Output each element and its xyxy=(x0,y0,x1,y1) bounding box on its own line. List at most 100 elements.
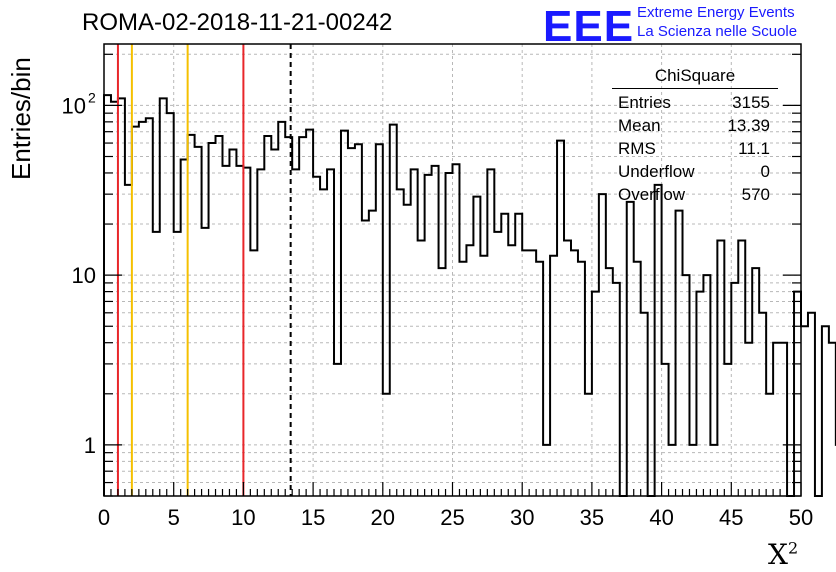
logo-subtitle-2: La Scienza nelle Scuole xyxy=(637,23,798,40)
y-tick-label: 10 xyxy=(62,93,86,118)
histogram-bin xyxy=(766,394,773,496)
histogram-bin xyxy=(683,275,690,496)
histogram-bin xyxy=(125,185,132,496)
histogram-bin xyxy=(257,169,264,496)
stats-row: Mean 13.39 xyxy=(612,114,778,137)
x-axis-superscript: 2 xyxy=(787,538,799,558)
x-axis-symbol: X xyxy=(768,538,788,571)
histogram-bin xyxy=(334,364,341,496)
stats-value: 3155 xyxy=(732,93,770,112)
histogram-bin xyxy=(459,262,466,496)
x-tick-label: 20 xyxy=(371,505,395,530)
x-tick-label: 40 xyxy=(649,505,673,530)
histogram-bin xyxy=(425,175,432,496)
histogram-bin xyxy=(181,160,188,496)
stats-row: RMS 11.1 xyxy=(612,137,778,160)
histogram-bin xyxy=(752,268,759,496)
histogram-bin xyxy=(773,343,780,496)
histogram-bin xyxy=(250,250,257,496)
histogram-bin xyxy=(529,250,536,496)
histogram-bin xyxy=(710,445,717,496)
histogram-bin xyxy=(146,118,153,496)
stats-row: Underflow 0 xyxy=(612,160,778,183)
histogram-bin xyxy=(341,131,348,496)
histogram-bin xyxy=(822,326,829,496)
histogram-bin xyxy=(703,275,710,496)
histogram-bin xyxy=(418,241,425,496)
stats-value: 13.39 xyxy=(727,116,770,135)
histogram-bin xyxy=(292,169,299,496)
stats-label: Underflow xyxy=(618,162,695,181)
x-tick-label: 0 xyxy=(98,505,110,530)
x-tick-label: 50 xyxy=(789,505,813,530)
histogram-bin xyxy=(167,113,174,496)
histogram-bin xyxy=(724,364,731,496)
logo-subtitle-1: Extreme Energy Events xyxy=(637,4,795,21)
histogram-bin xyxy=(111,102,118,496)
histogram-bin xyxy=(731,283,738,496)
stats-value: 0 xyxy=(760,162,770,181)
histogram-bin xyxy=(397,189,404,496)
y-axis-label: Entries/bin xyxy=(6,57,36,180)
histogram-bin xyxy=(355,144,362,496)
histogram-bin xyxy=(480,256,487,496)
histogram-bin xyxy=(515,214,522,496)
histogram-bin xyxy=(564,241,571,496)
histogram-bin xyxy=(571,250,578,496)
histogram-bin xyxy=(662,364,669,496)
histogram-bin xyxy=(222,166,229,496)
histogram-bin xyxy=(717,241,724,496)
histogram-bin xyxy=(487,169,494,496)
histogram-bin xyxy=(543,445,550,496)
histogram-bin xyxy=(195,147,202,496)
x-axis-label: X2 xyxy=(768,538,798,571)
x-tick-label: 30 xyxy=(510,505,534,530)
histogram-bin xyxy=(306,130,313,496)
stats-value: 11.1 xyxy=(738,139,770,158)
histogram-bin xyxy=(641,313,648,496)
histogram-bin xyxy=(536,262,543,496)
histogram-bin xyxy=(278,122,285,496)
histogram-bin xyxy=(404,205,411,496)
histogram-bin xyxy=(585,394,592,496)
histogram-bin xyxy=(738,241,745,496)
histogram-bin xyxy=(264,136,271,496)
x-tick-label: 35 xyxy=(580,505,604,530)
marker-lines xyxy=(116,44,292,496)
histogram-bin xyxy=(299,137,306,496)
histogram-bin xyxy=(209,143,216,496)
histogram-bin xyxy=(696,292,703,496)
histogram-bin xyxy=(446,173,453,496)
histogram-bin xyxy=(118,98,125,496)
stats-row: Overflow 570 xyxy=(612,183,778,206)
histogram-bin xyxy=(313,177,320,496)
histogram-bin xyxy=(439,268,446,496)
histogram-bin xyxy=(557,141,564,496)
y-tick-exponent: 2 xyxy=(88,89,96,105)
histogram-bin xyxy=(508,245,515,496)
x-tick-label: 25 xyxy=(440,505,464,530)
x-tick-label: 10 xyxy=(231,505,255,530)
histogram-bin xyxy=(202,228,209,496)
histogram-outline xyxy=(103,94,836,497)
x-tick-label: 5 xyxy=(168,505,180,530)
histogram-bin xyxy=(801,326,808,496)
histogram-bin xyxy=(453,164,460,496)
histogram-bin xyxy=(613,283,620,496)
histogram-bin xyxy=(376,144,383,496)
histogram-bin xyxy=(229,149,236,496)
histogram-bin xyxy=(550,256,557,496)
histogram-bin xyxy=(348,148,355,496)
stats-value: 570 xyxy=(741,185,770,204)
histogram-bin xyxy=(676,211,683,496)
histogram-bin xyxy=(466,245,473,496)
eee-logo: EEE xyxy=(543,2,635,51)
y-tick-label: 10 xyxy=(72,263,96,288)
histogram-bin xyxy=(759,313,766,496)
chart-title: ROMA-02-2018-11-21-00242 xyxy=(82,9,393,36)
histogram-bin xyxy=(390,125,397,496)
y-tick-label: 1 xyxy=(84,433,96,458)
histogram-bin xyxy=(501,214,508,496)
histogram-bin xyxy=(494,232,501,496)
histogram-bin xyxy=(655,185,662,496)
